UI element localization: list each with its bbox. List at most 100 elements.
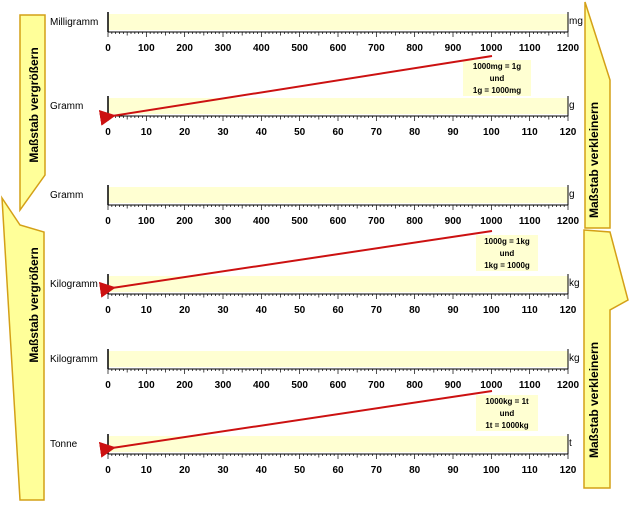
row-name-label: Milligramm <box>50 17 98 28</box>
ruler-band <box>108 351 568 367</box>
note-kg-t-line-1: 1000kg = 1t <box>485 397 529 406</box>
arrow-mg-to-g <box>98 55 493 126</box>
tick-label: 300 <box>215 43 232 54</box>
tick-label: 800 <box>406 216 423 227</box>
tick-label: 700 <box>368 43 385 54</box>
tick-label: 100 <box>483 127 500 138</box>
tick-label: 900 <box>445 380 462 391</box>
row-name-label: Gramm <box>50 190 83 201</box>
tick-label: 20 <box>179 465 191 476</box>
tick-label: 700 <box>368 216 385 227</box>
ruler-band <box>108 187 568 203</box>
ruler-band <box>108 14 568 30</box>
row-name-label: Kilogramm <box>50 279 98 290</box>
tick-label: 30 <box>217 127 229 138</box>
row-unit-label: kg <box>569 353 580 364</box>
tick-label: 0 <box>105 465 111 476</box>
tick-label: 1200 <box>557 43 580 54</box>
row-unit-label: kg <box>569 278 580 289</box>
ruler-row-1: Milligramm mg 0 100 200 300 400 500 600 700 800 900… <box>50 12 583 54</box>
left-top-panel-shape <box>19 14 46 213</box>
tick-label: 1000 <box>480 216 503 227</box>
tick-label: 70 <box>371 127 383 138</box>
tick-label: 600 <box>330 216 347 227</box>
tick-label: 10 <box>141 465 153 476</box>
left-bottom-panel-shape <box>1 195 45 501</box>
tick-label: 30 <box>217 305 229 316</box>
tick-label: 700 <box>368 380 385 391</box>
right-top-side-panel: Maßstab verkleinern <box>584 1 611 229</box>
ruler-row-2: Gramm g 0 10 20 30 40 50 60 70 80 90 100 110 120 <box>50 96 577 138</box>
tick-label: 1200 <box>557 380 580 391</box>
row-name-label: Gramm <box>50 101 83 112</box>
tick-label: 10 <box>141 305 153 316</box>
tick-label: 300 <box>215 380 232 391</box>
tick-label: 100 <box>138 216 155 227</box>
tick-label: 100 <box>483 305 500 316</box>
arrow-g-to-kg <box>98 230 493 298</box>
tick-label: 120 <box>560 465 577 476</box>
right-bottom-side-panel: Maßstab verkleinern <box>583 229 629 489</box>
tick-label: 400 <box>253 380 270 391</box>
row-unit-label: t <box>569 438 572 449</box>
tick-label: 20 <box>179 305 191 316</box>
tick-label: 40 <box>256 465 268 476</box>
note-g-kg-line-3: 1kg = 1000g <box>484 261 530 270</box>
note-g-kg-line-2: und <box>500 249 515 258</box>
tick-label: 80 <box>409 465 421 476</box>
tick-label: 50 <box>294 127 306 138</box>
tick-label: 100 <box>483 465 500 476</box>
tick-label: 900 <box>445 216 462 227</box>
rulers-group: Milligramm mg0 100 200 300 400 500 600 700 800 900… <box>50 12 583 476</box>
tick-label: 1100 <box>519 43 541 54</box>
tick-label: 70 <box>371 465 383 476</box>
tick-label: 1100 <box>519 216 541 227</box>
tick-label: 600 <box>330 43 347 54</box>
note-mg-g: 1000mg = 1g und 1g = 1000mg <box>463 60 531 96</box>
tick-label: 500 <box>291 380 308 391</box>
tick-label: 40 <box>256 305 268 316</box>
note-mg-g-line-1: 1000mg = 1g <box>473 62 521 71</box>
tick-label: 70 <box>371 305 383 316</box>
right-top-panel-shape <box>584 1 611 229</box>
tick-label: 50 <box>294 305 306 316</box>
left-bottom-side-label: Maßstab vergrößern <box>27 247 41 362</box>
note-mg-g-line-3: 1g = 1000mg <box>473 86 521 95</box>
tick-label: 0 <box>105 127 111 138</box>
row-name-label: Kilogramm <box>50 354 98 365</box>
tick-label: 500 <box>291 43 308 54</box>
tick-label: 0 <box>105 380 111 391</box>
note-kg-t-line-3: 1t = 1000kg <box>485 421 528 430</box>
right-bottom-panel-shape <box>583 229 629 489</box>
tick-label: 0 <box>105 216 111 227</box>
right-bottom-side-label: Maßstab verkleinern <box>587 342 601 458</box>
ruler-band <box>108 436 568 452</box>
tick-label: 90 <box>447 305 459 316</box>
tick-label: 110 <box>522 305 539 316</box>
tick-label: 600 <box>330 380 347 391</box>
tick-label: 90 <box>447 465 459 476</box>
note-kg-t: 1000kg = 1t und 1t = 1000kg <box>476 395 538 431</box>
tick-label: 200 <box>176 43 193 54</box>
tick-label: 400 <box>253 216 270 227</box>
row-name-label: Tonne <box>50 439 78 450</box>
ruler-row-3: Gramm g 0 100 200 300 400 500 600 700 800 900 1000 11… <box>50 185 580 227</box>
ruler-row-4: Kilogramm kg 0 10 20 30 40 50 60 70 80 90 100 110 120 <box>50 274 580 316</box>
left-top-side-panel: Maßstab vergrößern <box>19 14 46 213</box>
tick-label: 900 <box>445 43 462 54</box>
note-mg-g-line-2: und <box>490 74 505 83</box>
tick-label: 60 <box>332 305 344 316</box>
tick-label: 110 <box>522 127 539 138</box>
tick-label: 100 <box>138 43 155 54</box>
left-top-side-label: Maßstab vergrößern <box>27 47 41 162</box>
tick-label: 1100 <box>519 380 541 391</box>
tick-label: 200 <box>176 216 193 227</box>
tick-label: 120 <box>560 305 577 316</box>
tick-label: 60 <box>332 127 344 138</box>
tick-label: 110 <box>522 465 539 476</box>
tick-label: 100 <box>138 380 155 391</box>
tick-label: 50 <box>294 465 306 476</box>
note-kg-t-line-2: und <box>500 409 515 418</box>
tick-label: 30 <box>217 465 229 476</box>
